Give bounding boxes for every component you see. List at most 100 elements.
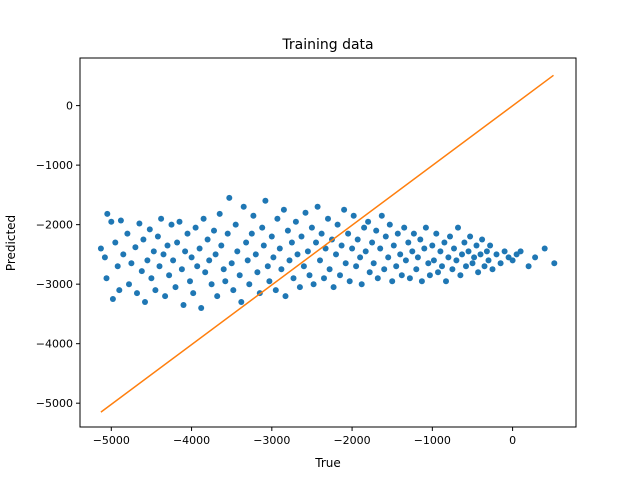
scatter-point-7 [103,275,110,282]
scatter-point-184 [473,242,480,249]
scatter-point-177 [459,251,465,258]
scatter-point-24 [152,287,159,294]
scatter-point-63 [230,287,237,294]
scatter-point-140 [385,254,392,261]
scatter-point-174 [453,257,460,264]
scatter-point-53 [211,227,217,234]
scatter-point-49 [202,269,209,276]
scatter-point-46 [196,245,203,252]
scatter-point-86 [276,245,283,252]
scatter-point-150 [405,239,412,246]
y-tick-label-2: −2000 [36,219,73,232]
scatter-point-51 [206,257,213,264]
y-axis: 0 −1000 −2000 −3000 −4000 −5000 [36,100,80,410]
scatter-point-167 [439,263,445,270]
fit-line [100,74,554,413]
scatter-point-83 [270,254,277,261]
scatter-point-95 [294,251,301,258]
scatter-point-135 [374,275,381,282]
scatter-point-191 [487,242,494,249]
scatter-point-0 [97,245,104,252]
scatter-point-77 [259,224,266,231]
scatter-point-200 [525,263,532,270]
y-tick-label-3: −3000 [36,278,73,291]
scatter-point-68 [240,203,247,210]
scatter-point-104 [313,239,319,246]
axes-frame [79,57,577,428]
scatter-point-78 [260,242,267,249]
scatter-point-172 [449,266,456,273]
scatter-point-43 [190,290,197,297]
scatter-point-12 [126,281,132,288]
scatter-point-37 [178,266,185,273]
plot-area [97,74,558,413]
scatter-point-146 [397,251,404,258]
scatter-point-71 [246,281,253,288]
scatter-point-128 [361,224,368,231]
scatter-point-34 [172,284,179,291]
scatter-point-31 [166,272,173,279]
scatter-point-20 [144,257,151,264]
scatter-point-93 [290,275,297,282]
scatter-point-42 [188,254,195,261]
scatter-point-143 [390,242,397,249]
scatter-point-62 [228,260,235,267]
scatter-point-10 [120,251,127,258]
scatter-point-33 [170,257,177,264]
scatter-point-44 [192,224,199,231]
scatter-point-121 [346,278,353,285]
y-tick-label-4: −4000 [36,338,73,351]
scatter-point-87 [278,266,285,273]
scatter-point-92 [288,239,295,246]
scatter-point-159 [422,224,429,231]
scatter-point-110 [325,215,331,222]
scatter-point-89 [282,293,289,300]
scatter-point-38 [180,302,187,308]
scatter-point-134 [373,227,380,234]
scatter-point-81 [266,278,273,285]
scatter-point-14 [132,244,139,251]
scatter-point-82 [268,233,275,240]
scatter-point-29 [162,293,169,300]
scatter-point-40 [184,230,191,237]
scatter-point-52 [208,281,215,288]
scatter-point-124 [353,263,360,270]
scatter-point-96 [296,284,303,291]
scatter-point-90 [284,227,291,234]
scatter-point-69 [243,239,250,246]
scatter-point-97 [298,233,305,240]
scatter-point-179 [463,263,469,270]
scatter-point-102 [308,224,315,231]
scatter-point-160 [425,260,432,267]
scatter-point-105 [314,203,321,210]
scatter-point-147 [398,272,405,279]
scatter-point-18 [140,236,147,243]
scatter-point-189 [483,248,490,255]
y-axis-label: Predicted [4,215,18,271]
scatter-point-80 [264,263,271,270]
scatter-point-2 [104,210,111,217]
scatter-point-162 [429,242,436,249]
scatter-point-113 [330,284,337,291]
scatter-point-72 [248,230,255,237]
scatter-point-74 [252,251,259,258]
scatter-point-47 [198,305,205,311]
scatter-point-193 [493,251,500,258]
scatter-point-84 [272,287,279,294]
scatter-point-61 [226,194,233,201]
scatter-point-131 [366,269,373,276]
scatter-point-156 [417,236,424,243]
x-axis: −5000 −4000 −3000 −2000 −1000 0 [93,427,516,447]
scatter-point-70 [244,257,251,264]
scatter-point-129 [362,248,369,255]
scatter-point-64 [232,221,239,228]
scatter-point-108 [321,275,327,282]
x-tick-label-3: −2000 [333,434,370,447]
scatter-point-4 [112,239,119,246]
scatter-point-36 [176,218,183,225]
scatter-point-171 [447,233,453,240]
x-tick-label-4: −1000 [414,434,451,447]
scatter-point-163 [430,257,437,264]
